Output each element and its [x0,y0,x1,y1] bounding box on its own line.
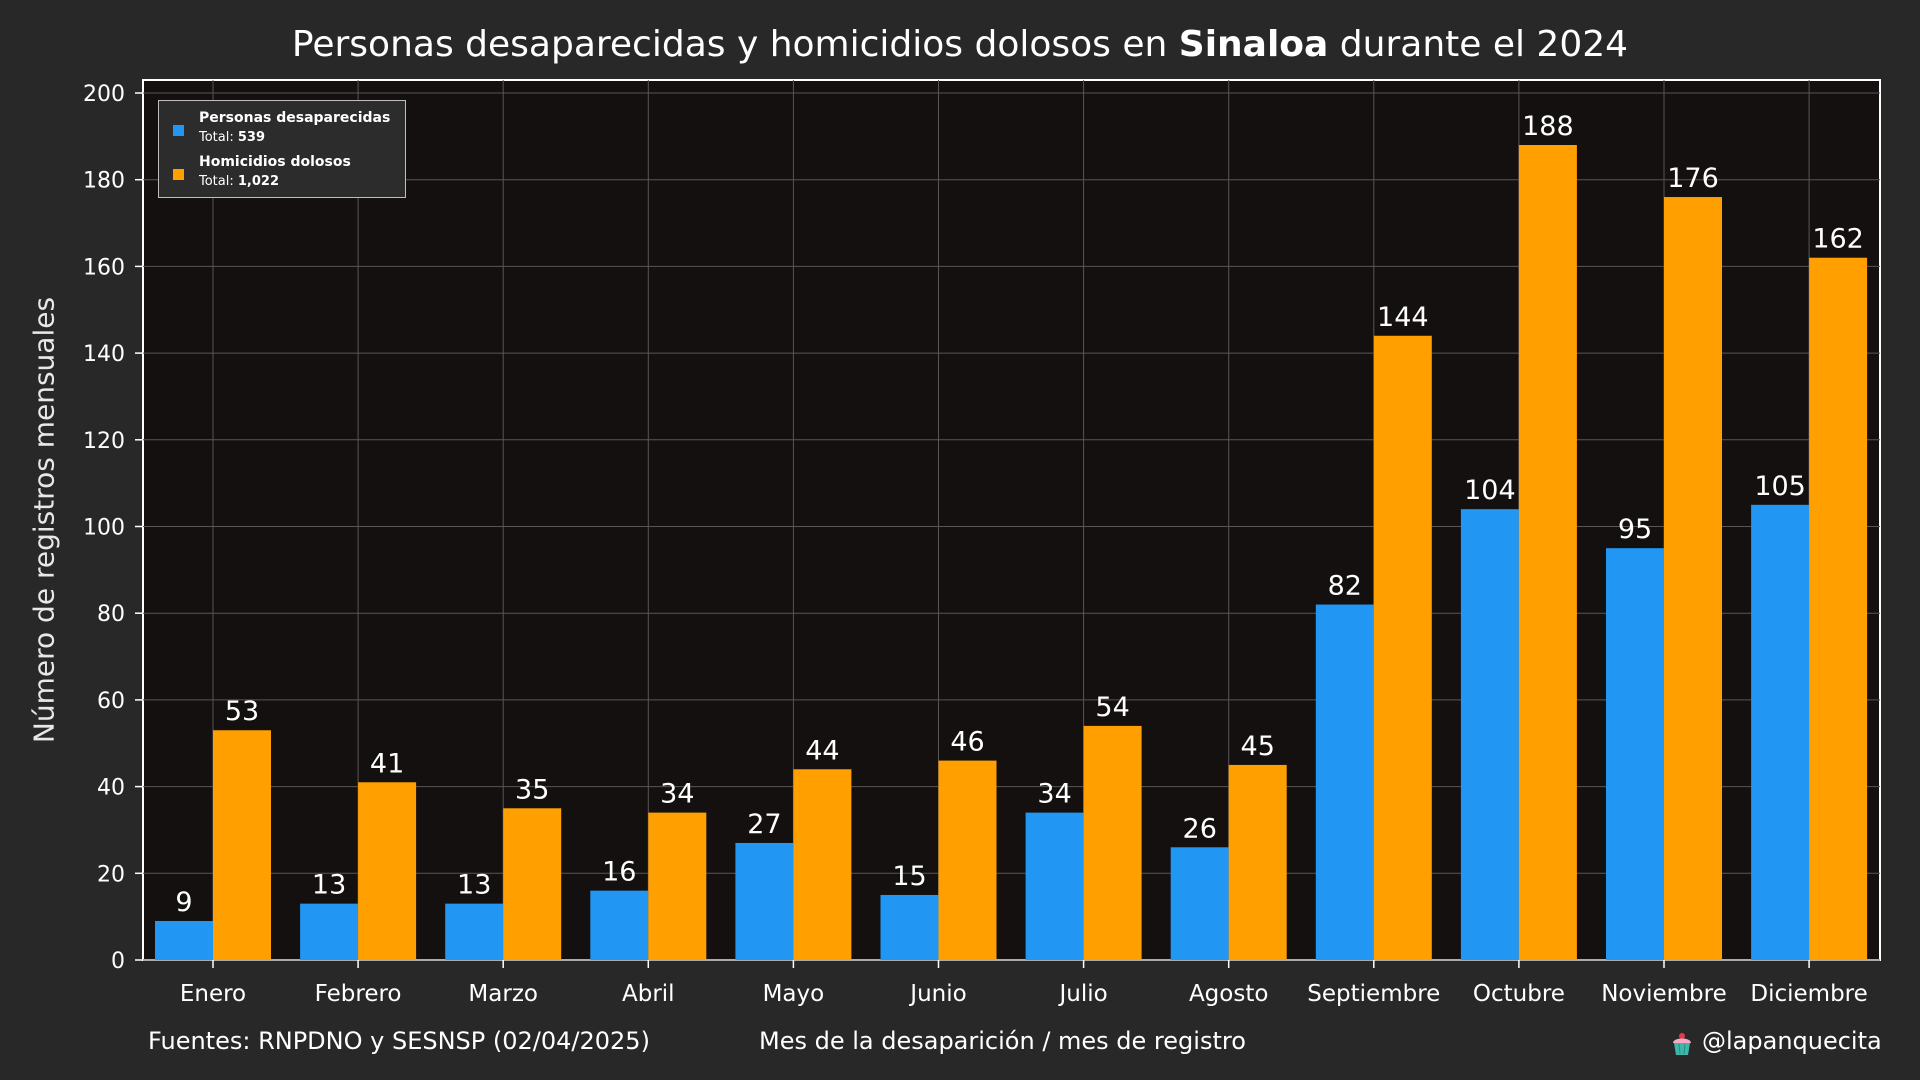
data-label: 34 [660,779,694,810]
bar-homicidios [213,730,271,960]
bar-desaparecidas [1751,504,1810,960]
data-label: 105 [1754,471,1806,502]
y-tick-label: 40 [97,776,125,801]
x-tick-label: Mayo [763,981,825,1007]
x-tick-label: Agosto [1189,981,1268,1007]
data-label: 144 [1377,302,1429,333]
x-tick-label: Abril [622,981,675,1007]
legend-total-desaparecidas: Total: 539 [199,128,390,148]
data-label: 162 [1812,224,1864,255]
bar-homicidios [793,769,852,960]
sources-note: Fuentes: RNPDNO y SESNSP (02/04/2025) [148,1027,650,1055]
x-tick-label: Octubre [1473,981,1565,1007]
bar-homicidios [1228,764,1287,960]
data-label: 176 [1667,163,1719,194]
legend-total-value: 1,022 [237,174,279,189]
legend-total-label: Total: [199,130,238,145]
legend-total-value: 539 [237,130,266,145]
bar-desaparecidas [300,903,359,960]
bar-homicidios [648,812,707,960]
data-label: 35 [515,774,549,805]
cupcake-icon [1673,1033,1691,1055]
data-label: 41 [370,748,404,779]
bar-homicidios [1518,145,1577,960]
data-label: 104 [1464,475,1516,506]
data-label: 188 [1522,111,1574,142]
data-label: 53 [225,696,259,727]
data-label: 54 [1095,692,1129,723]
y-tick-label: 200 [83,82,125,107]
bar-homicidios [938,760,997,960]
credit-handle: @lapanquecita [1702,1027,1882,1055]
x-tick-label: Marzo [468,981,538,1007]
bar-desaparecidas [735,842,794,960]
bar-homicidios [1664,197,1722,961]
bar-homicidios [503,808,562,960]
x-tick-label: Julio [1057,981,1107,1007]
y-tick-label: 100 [83,516,125,541]
legend-total-label: Total: [199,174,238,189]
x-axis-label: Mes de la desaparición / mes de registro [759,1027,1246,1055]
legend-swatch-desaparecidas [173,125,184,136]
data-label: 13 [312,870,346,901]
legend-swatch-homicidios [173,169,184,180]
plot-area [142,79,1881,961]
data-label: 95 [1618,514,1652,545]
data-label: 13 [457,870,491,901]
data-label: 15 [892,861,926,892]
chart-title: Personas desaparecidas y homicidios dolo… [0,24,1920,65]
y-tick-label: 120 [83,429,125,454]
x-tick-label: Febrero [315,981,402,1007]
bar-desaparecidas [1460,509,1519,960]
y-tick-label: 160 [83,255,125,280]
y-axis-label: Número de registros mensuales [27,296,61,744]
chart-title-suffix: durante el 2024 [1328,24,1629,65]
bar-desaparecidas [1315,604,1374,960]
data-label: 45 [1241,731,1275,762]
y-tick-label: 20 [97,862,125,887]
data-label: 9 [175,887,192,918]
legend-text-desaparecidas: Personas desaparecidas Total: 539 [199,108,390,148]
data-label: 27 [747,809,781,840]
x-tick-label: Junio [908,981,966,1007]
bar-homicidios [1809,257,1868,961]
data-label: 34 [1037,779,1071,810]
y-tick-label: 60 [97,689,125,714]
legend-total-homicidios: Total: 1,022 [199,172,351,192]
bar-desaparecidas [155,920,213,960]
y-tick-label: 180 [83,169,125,194]
x-tick-label: Enero [180,981,246,1007]
legend: Personas desaparecidas Total: 539 Homici… [158,100,406,198]
x-tick-label: Noviembre [1601,981,1727,1007]
x-tick-label: Septiembre [1307,981,1440,1007]
data-label: 26 [1183,813,1217,844]
y-tick-label: 0 [111,949,125,974]
legend-name-desaparecidas: Personas desaparecidas [199,110,391,126]
bar-desaparecidas [1606,548,1664,960]
bar-desaparecidas [445,903,504,960]
legend-text-homicidios: Homicidios dolosos Total: 1,022 [199,152,351,192]
bar-homicidios [1083,725,1142,960]
bar-homicidios [1373,335,1432,960]
x-tick-label: Diciembre [1750,981,1867,1007]
y-tick-label: 140 [83,342,125,367]
data-label: 82 [1328,571,1362,602]
chart-title-prefix: Personas desaparecidas y homicidios dolo… [291,24,1179,65]
bar-desaparecidas [1170,847,1229,960]
bar-homicidios [358,782,417,960]
y-tick-label: 80 [97,602,125,627]
data-label: 16 [602,857,636,888]
data-label: 44 [805,735,839,766]
bar-desaparecidas [590,890,649,960]
bar-desaparecidas [880,894,939,960]
legend-name-homicidios: Homicidios dolosos [199,154,351,170]
chart-title-bold: Sinaloa [1178,24,1329,65]
bar-desaparecidas [1025,812,1084,960]
data-label: 46 [950,727,984,758]
